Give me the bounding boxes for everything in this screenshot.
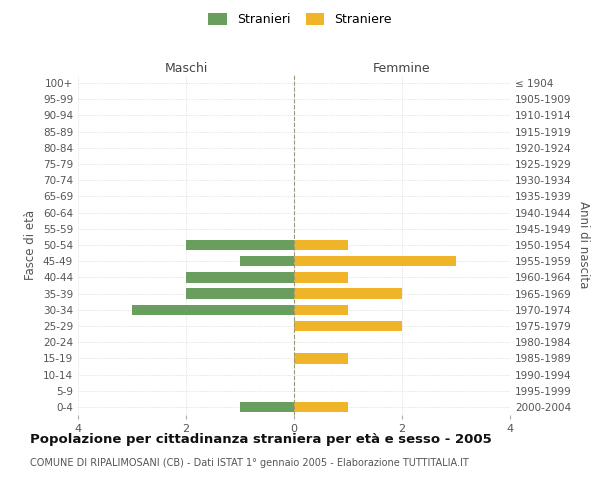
Y-axis label: Fasce di età: Fasce di età — [25, 210, 37, 280]
Bar — [240, 402, 294, 412]
Legend: Stranieri, Straniere: Stranieri, Straniere — [205, 8, 395, 30]
Bar — [132, 304, 294, 315]
Bar — [294, 272, 348, 282]
Text: Popolazione per cittadinanza straniera per età e sesso - 2005: Popolazione per cittadinanza straniera p… — [30, 432, 492, 446]
Bar — [294, 256, 456, 266]
Bar — [186, 272, 294, 282]
Text: Femmine: Femmine — [373, 62, 431, 75]
Bar — [294, 304, 348, 315]
Y-axis label: Anni di nascita: Anni di nascita — [577, 202, 590, 288]
Bar — [294, 402, 348, 412]
Bar — [294, 353, 348, 364]
Bar — [294, 320, 402, 331]
Bar — [294, 288, 402, 299]
Text: COMUNE DI RIPALIMOSANI (CB) - Dati ISTAT 1° gennaio 2005 - Elaborazione TUTTITAL: COMUNE DI RIPALIMOSANI (CB) - Dati ISTAT… — [30, 458, 469, 468]
Text: Maschi: Maschi — [164, 62, 208, 75]
Bar — [186, 288, 294, 299]
Bar — [240, 256, 294, 266]
Bar — [294, 240, 348, 250]
Bar — [186, 240, 294, 250]
